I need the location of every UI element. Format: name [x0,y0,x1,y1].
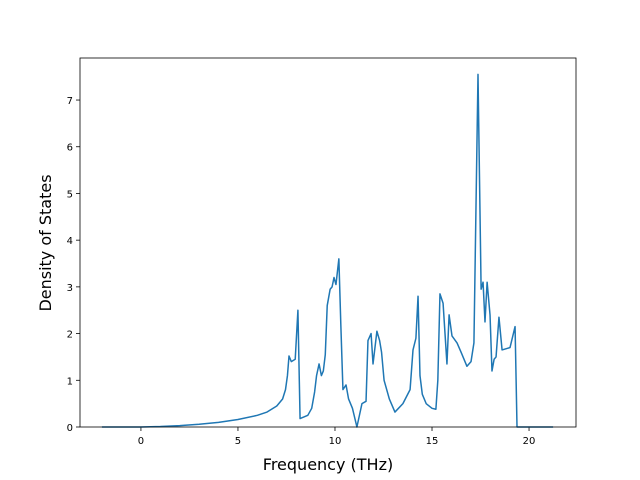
y-tick-label: 2 [67,330,73,341]
y-tick-label: 4 [67,236,73,247]
x-tick-label: 5 [235,436,241,447]
y-tick-label: 6 [67,143,73,154]
line-series [101,73,554,428]
x-tick-label: 15 [426,436,439,447]
x-tick-label: 10 [329,436,342,447]
y-tick-label: 1 [67,376,73,387]
y-tick-label: 0 [67,423,73,434]
x-axis-title: Frequency (THz) [263,455,393,474]
x-tick-label: 0 [138,436,144,447]
y-tick-label: 5 [67,189,73,200]
x-tick-label: 20 [523,436,536,447]
plot-frame [79,57,577,428]
y-axis-title: Density of States [36,174,55,311]
y-tick-label: 3 [67,283,73,294]
y-tick-label: 7 [67,96,73,107]
